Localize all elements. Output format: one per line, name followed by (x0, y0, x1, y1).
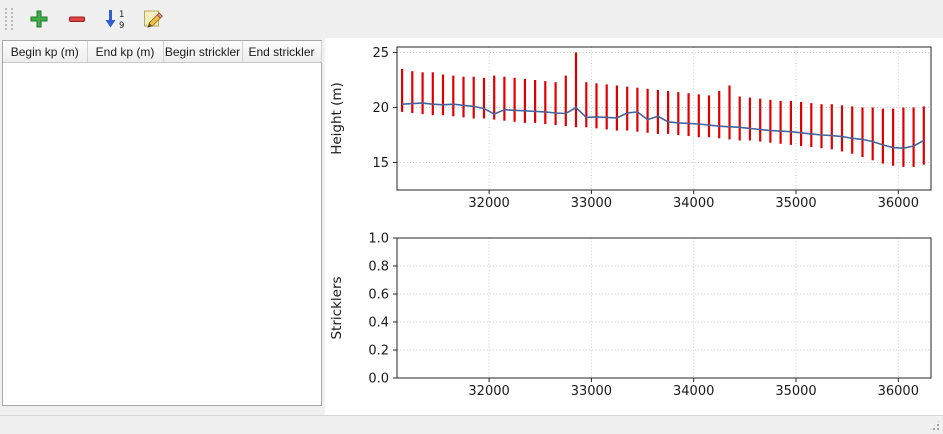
column-header-end-strickler[interactable]: End strickler (242, 41, 322, 63)
svg-text:15: 15 (372, 156, 389, 171)
height-chart: 32000 33000 34000 35000 36000 15 20 25 Height (m… (329, 46, 932, 211)
svg-text:35000: 35000 (775, 196, 816, 211)
svg-text:36000: 36000 (878, 384, 919, 399)
resize-grip[interactable] (928, 419, 941, 432)
strickler-table: Begin kp (m) End kp (m) Begin strickler … (3, 41, 322, 63)
minus-icon (65, 7, 89, 31)
svg-text:0.6: 0.6 (368, 288, 389, 303)
svg-text:1.0: 1.0 (368, 232, 389, 247)
edit-row-button[interactable] (139, 5, 167, 33)
svg-text:25: 25 (372, 46, 389, 61)
charts-panel: 32000 33000 34000 35000 36000 15 20 25 Height (m… (325, 38, 943, 416)
svg-text:0.4: 0.4 (368, 316, 389, 331)
svg-text:33000: 33000 (571, 196, 612, 211)
column-header-end-kp[interactable]: End kp (m) (87, 41, 164, 63)
svg-text:34000: 34000 (673, 384, 714, 399)
stricklers-chart: 32000 33000 34000 35000 36000 0.0 0.2 0.4 0.6 0.8… (329, 232, 932, 399)
svg-text:35000: 35000 (775, 384, 816, 399)
toolbar: 1 9 (0, 0, 943, 38)
toolbar-drag-handle[interactable] (5, 8, 13, 30)
svg-text:0.0: 0.0 (368, 372, 389, 387)
column-header-begin-kp[interactable]: Begin kp (m) (3, 41, 88, 63)
svg-text:36000: 36000 (878, 196, 919, 211)
edit-pencil-icon (141, 7, 165, 31)
strickler-table-panel: Begin kp (m) End kp (m) Begin strickler … (2, 40, 322, 406)
svg-text:0.2: 0.2 (368, 344, 389, 359)
remove-row-button[interactable] (63, 5, 91, 33)
status-bar (0, 415, 943, 434)
svg-text:Height (m): Height (m) (329, 82, 345, 155)
svg-text:9: 9 (119, 21, 124, 31)
plus-icon (27, 7, 51, 31)
svg-text:0.8: 0.8 (368, 260, 389, 275)
sort-numeric-icon: 1 9 (103, 7, 127, 31)
svg-text:34000: 34000 (673, 196, 714, 211)
svg-text:1: 1 (119, 10, 124, 20)
svg-text:32000: 32000 (468, 384, 509, 399)
column-header-begin-strickler[interactable]: Begin strickler (163, 41, 243, 63)
svg-text:32000: 32000 (468, 196, 509, 211)
add-row-button[interactable] (25, 5, 53, 33)
svg-text:20: 20 (372, 101, 389, 116)
sort-rows-button[interactable]: 1 9 (101, 5, 129, 33)
table-empty-area[interactable] (3, 63, 321, 405)
svg-text:33000: 33000 (571, 384, 612, 399)
svg-text:Stricklers: Stricklers (329, 276, 345, 339)
